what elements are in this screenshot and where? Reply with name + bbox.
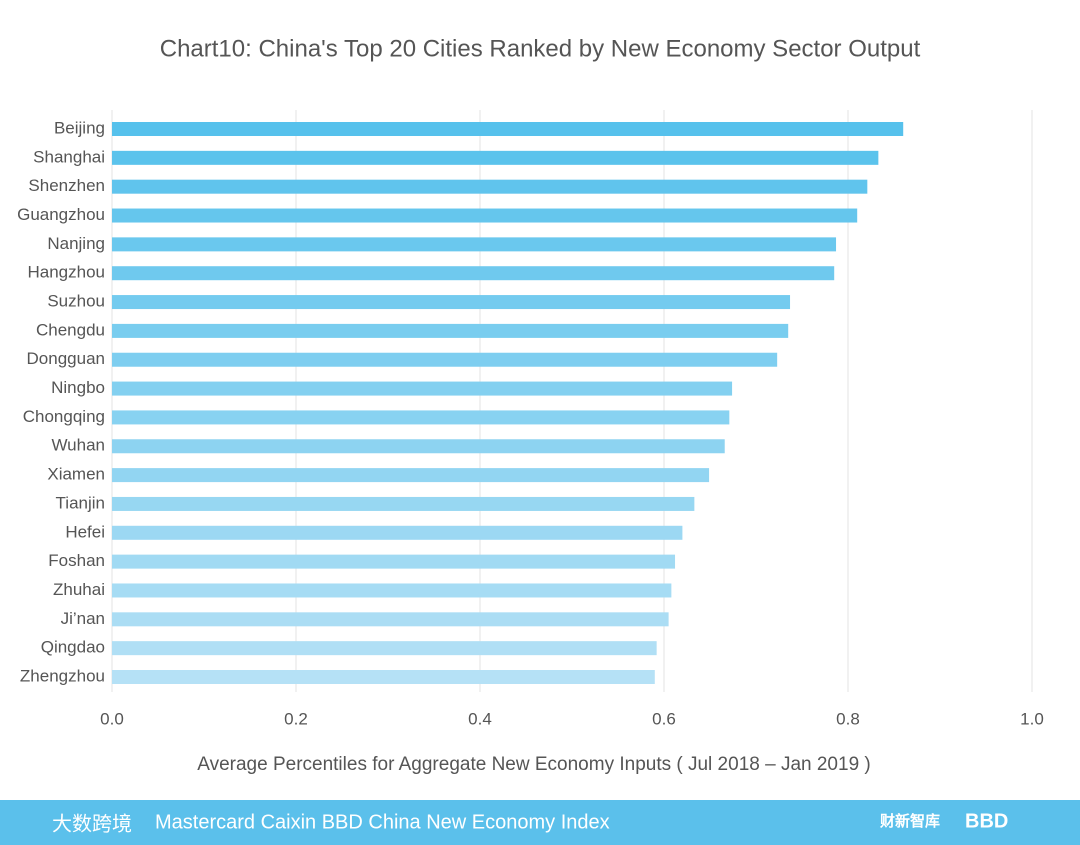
bar xyxy=(112,150,879,165)
y-tick-label: Guangzhou xyxy=(17,205,105,224)
x-axis-label: Average Percentiles for Aggregate New Ec… xyxy=(197,754,871,775)
bar xyxy=(112,266,835,281)
y-tick-label: Shenzhen xyxy=(28,176,105,195)
y-tick-label: Dongguan xyxy=(27,349,105,368)
y-tick-label: Zhengzhou xyxy=(20,666,105,685)
y-tick-label: Ningbo xyxy=(51,378,105,397)
bar xyxy=(112,208,858,223)
y-tick-label: Hangzhou xyxy=(27,263,105,282)
bar xyxy=(112,179,868,194)
bar xyxy=(112,554,676,569)
x-tick-label: 0.8 xyxy=(836,709,860,728)
bar xyxy=(112,496,695,511)
y-tick-label: Shanghai xyxy=(33,147,105,166)
bar xyxy=(112,468,710,483)
y-tick-label: Nanjing xyxy=(47,234,105,253)
bar xyxy=(112,670,655,684)
bar xyxy=(112,352,778,367)
footer-title: Mastercard Caixin BBD China New Economy … xyxy=(155,811,610,833)
chart-title: Chart10: China's Top 20 Cities Ranked by… xyxy=(160,35,921,62)
bar xyxy=(112,323,789,338)
bar xyxy=(112,583,672,598)
y-tick-label: Qingdao xyxy=(41,638,105,657)
bar xyxy=(112,612,669,627)
bar xyxy=(112,525,683,540)
y-tick-label: Chongqing xyxy=(23,407,105,426)
bar xyxy=(112,439,725,454)
footer-band xyxy=(0,800,1080,845)
bar xyxy=(112,381,733,396)
footer-logo: BBD xyxy=(965,810,1008,832)
bar xyxy=(112,410,730,425)
y-tick-label: Ji’nan xyxy=(61,609,105,628)
x-tick-label: 1.0 xyxy=(1020,709,1044,728)
footer-logo: 大数跨境 xyxy=(52,812,132,835)
x-tick-label: 0.6 xyxy=(652,709,676,728)
y-tick-label: Chengdu xyxy=(36,320,105,339)
y-tick-label: Foshan xyxy=(48,551,105,570)
y-tick-label: Hefei xyxy=(65,522,105,541)
bar xyxy=(112,237,837,252)
x-tick-label: 0.4 xyxy=(468,709,492,728)
bar xyxy=(112,641,657,656)
bar xyxy=(112,295,791,310)
bar xyxy=(112,122,904,136)
x-tick-label: 0.0 xyxy=(100,709,124,728)
y-tick-label: Tianjin xyxy=(56,493,105,512)
y-tick-label: Zhuhai xyxy=(53,580,105,599)
x-tick-label: 0.2 xyxy=(284,709,308,728)
y-tick-label: Xiamen xyxy=(47,465,105,484)
y-tick-label: Beijing xyxy=(54,118,105,137)
y-tick-label: Suzhou xyxy=(47,292,105,311)
footer-logo: 财新智库 xyxy=(880,812,940,830)
y-tick-label: Wuhan xyxy=(51,436,105,455)
